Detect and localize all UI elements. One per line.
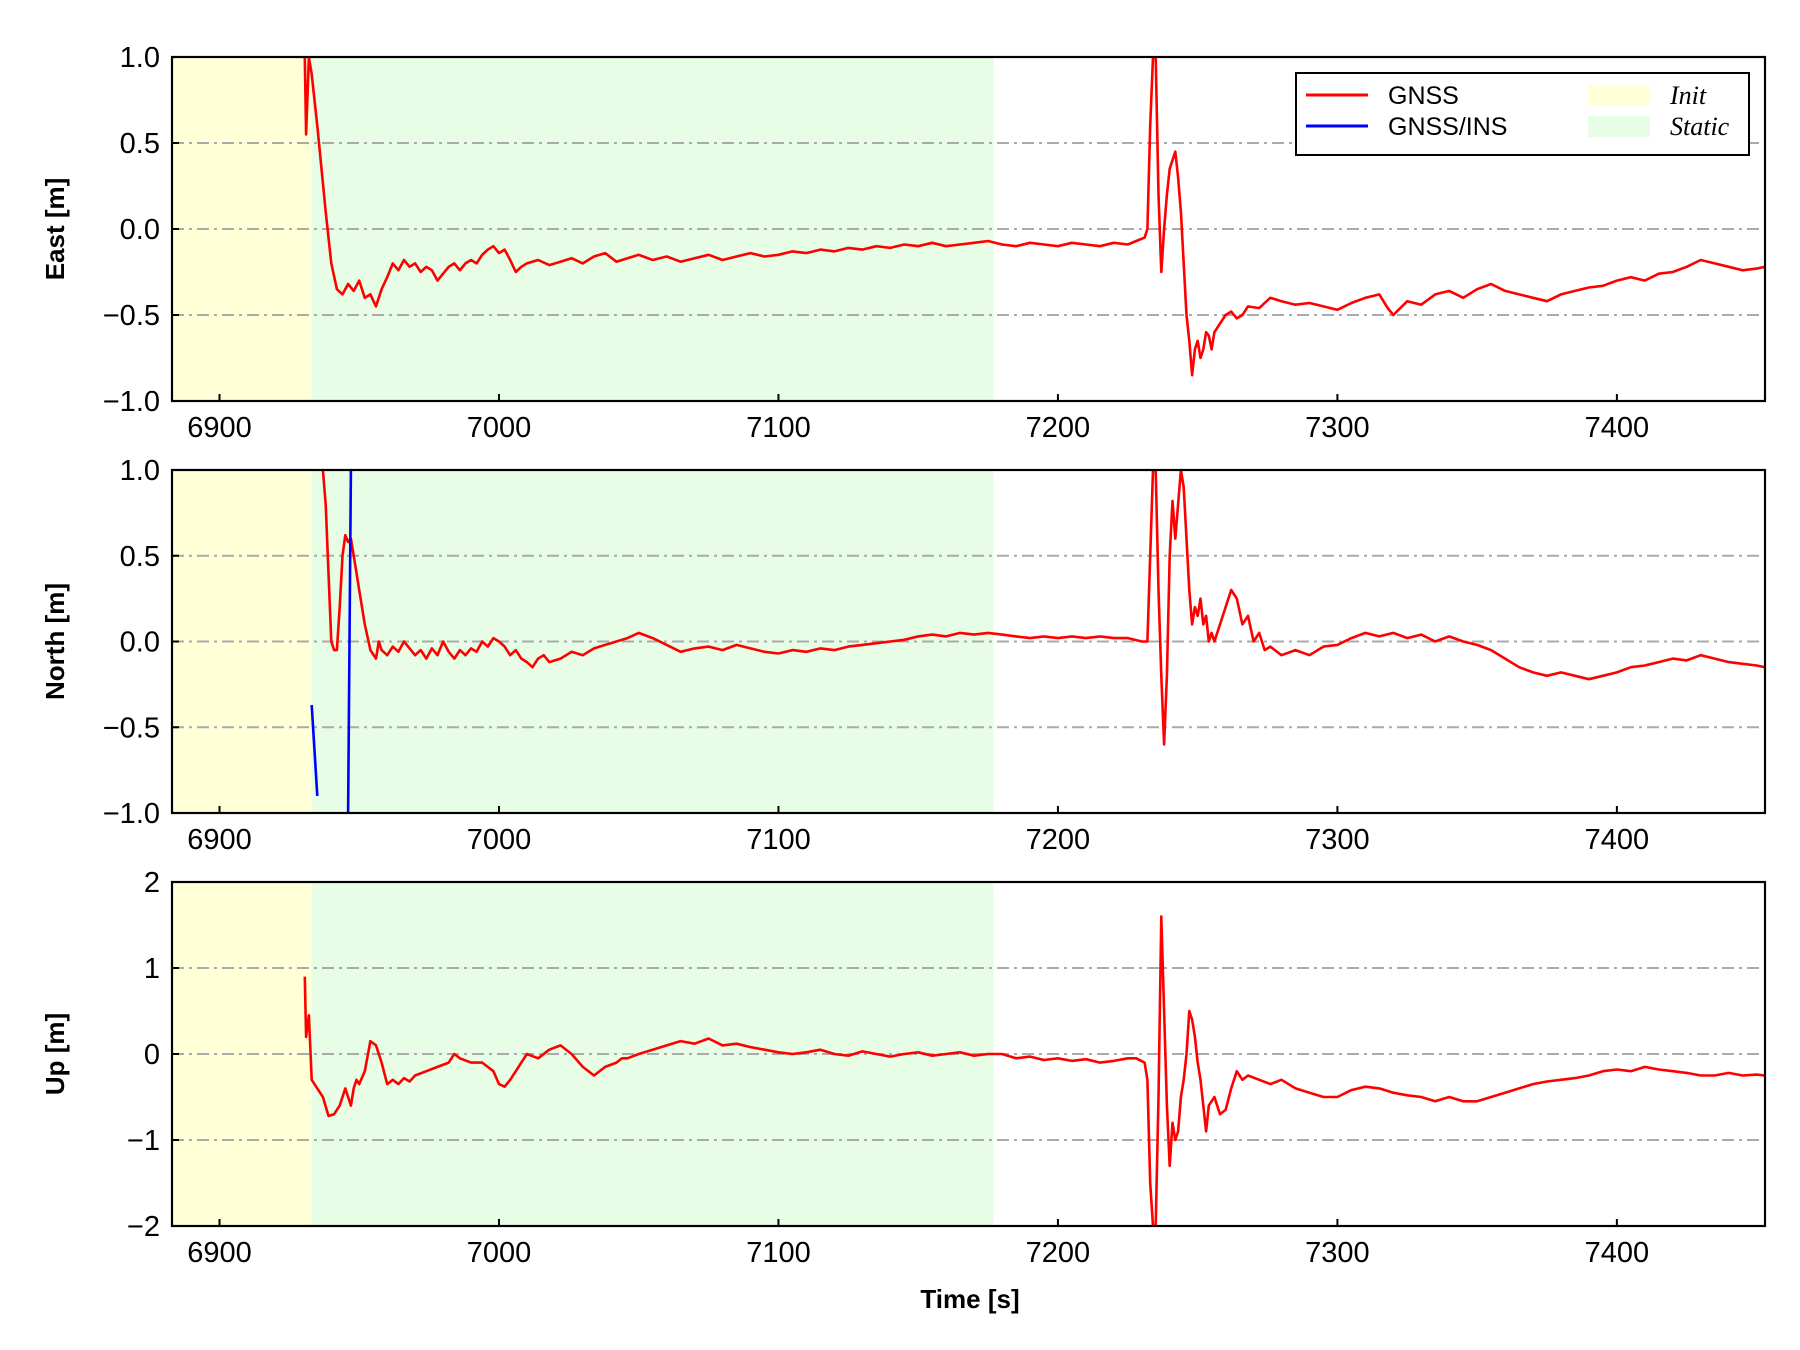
x-tick-label: 7200 [1026, 1237, 1091, 1269]
y-tick-label: −1.0 [103, 386, 160, 418]
y-tick-label: 0.5 [120, 541, 160, 573]
x-tick-label: 7300 [1305, 824, 1370, 856]
legend-swatch-init [1588, 85, 1650, 106]
series-line-gnss-ins [310, 470, 353, 813]
x-tick-label: 7300 [1305, 1237, 1370, 1269]
x-tick-label: 6900 [187, 824, 252, 856]
x-axis-label: Time [s] [920, 1284, 1019, 1314]
x-tick-label: 7000 [467, 412, 532, 444]
panel-east: −1.0 −0.5 0.0 0.5 1.0 6900 7000 7100 7200 7300 740… [40, 42, 1767, 444]
x-tick-label: 7300 [1305, 412, 1370, 444]
series-line-gnss [303, 57, 1765, 377]
y-tick-label: −0.5 [103, 712, 160, 744]
legend-box [1295, 72, 1750, 156]
x-tick-label: 7200 [1026, 412, 1091, 444]
panels: −1.0 −0.5 0.0 0.5 1.0 6900 7000 7100 7200 7300 740… [40, 42, 1767, 1269]
x-tick-label: 7100 [746, 824, 811, 856]
x-tick-label: 7400 [1585, 412, 1650, 444]
x-tick-label: 7400 [1585, 824, 1650, 856]
legend-label-init: Init [1669, 81, 1707, 110]
x-tick-label: 6900 [187, 412, 252, 444]
panel-up: −2 −1 0 1 2 6900 7000 7100 7200 7300 7400 Up [m] [40, 867, 1767, 1269]
series-line-gnss [303, 915, 1765, 1226]
panel-north: −1.0 −0.5 0.0 0.5 1.0 6900 7000 7100 7200 7300 740… [40, 455, 1767, 856]
legend-swatch-static [1588, 116, 1650, 137]
y-tick-label: 0.0 [120, 214, 160, 246]
y-tick-label: 1.0 [120, 455, 160, 487]
y-tick-label: 1.0 [120, 42, 160, 74]
y-tick-label: 0.5 [120, 128, 160, 160]
y-axis-label: Up [m] [40, 1013, 70, 1095]
y-tick-label: −1 [127, 1125, 160, 1157]
x-tick-label: 6900 [187, 1237, 252, 1269]
x-tick-label: 7000 [467, 824, 532, 856]
legend-label-gnss: GNSS [1388, 82, 1459, 110]
y-axis-label: East [m] [40, 178, 70, 281]
legend-label-static: Static [1670, 112, 1730, 141]
x-tick-label: 7100 [746, 412, 811, 444]
y-tick-label: 0.0 [120, 627, 160, 659]
y-tick-label: 0 [144, 1039, 160, 1071]
y-tick-label: −0.5 [103, 300, 160, 332]
x-tick-label: 7100 [746, 1237, 811, 1269]
y-tick-label: −2 [127, 1211, 160, 1243]
series-line-gnss [321, 470, 1765, 746]
x-tick-label: 7000 [467, 1237, 532, 1269]
x-tick-label: 7200 [1026, 824, 1091, 856]
x-tick-label: 7400 [1585, 1237, 1650, 1269]
y-tick-label: 1 [144, 953, 160, 985]
legend-label-gnss-ins: GNSS/INS [1388, 113, 1507, 141]
y-tick-label: −1.0 [103, 798, 160, 830]
y-axis-label: North [m] [40, 583, 70, 700]
y-tick-label: 2 [144, 867, 160, 899]
